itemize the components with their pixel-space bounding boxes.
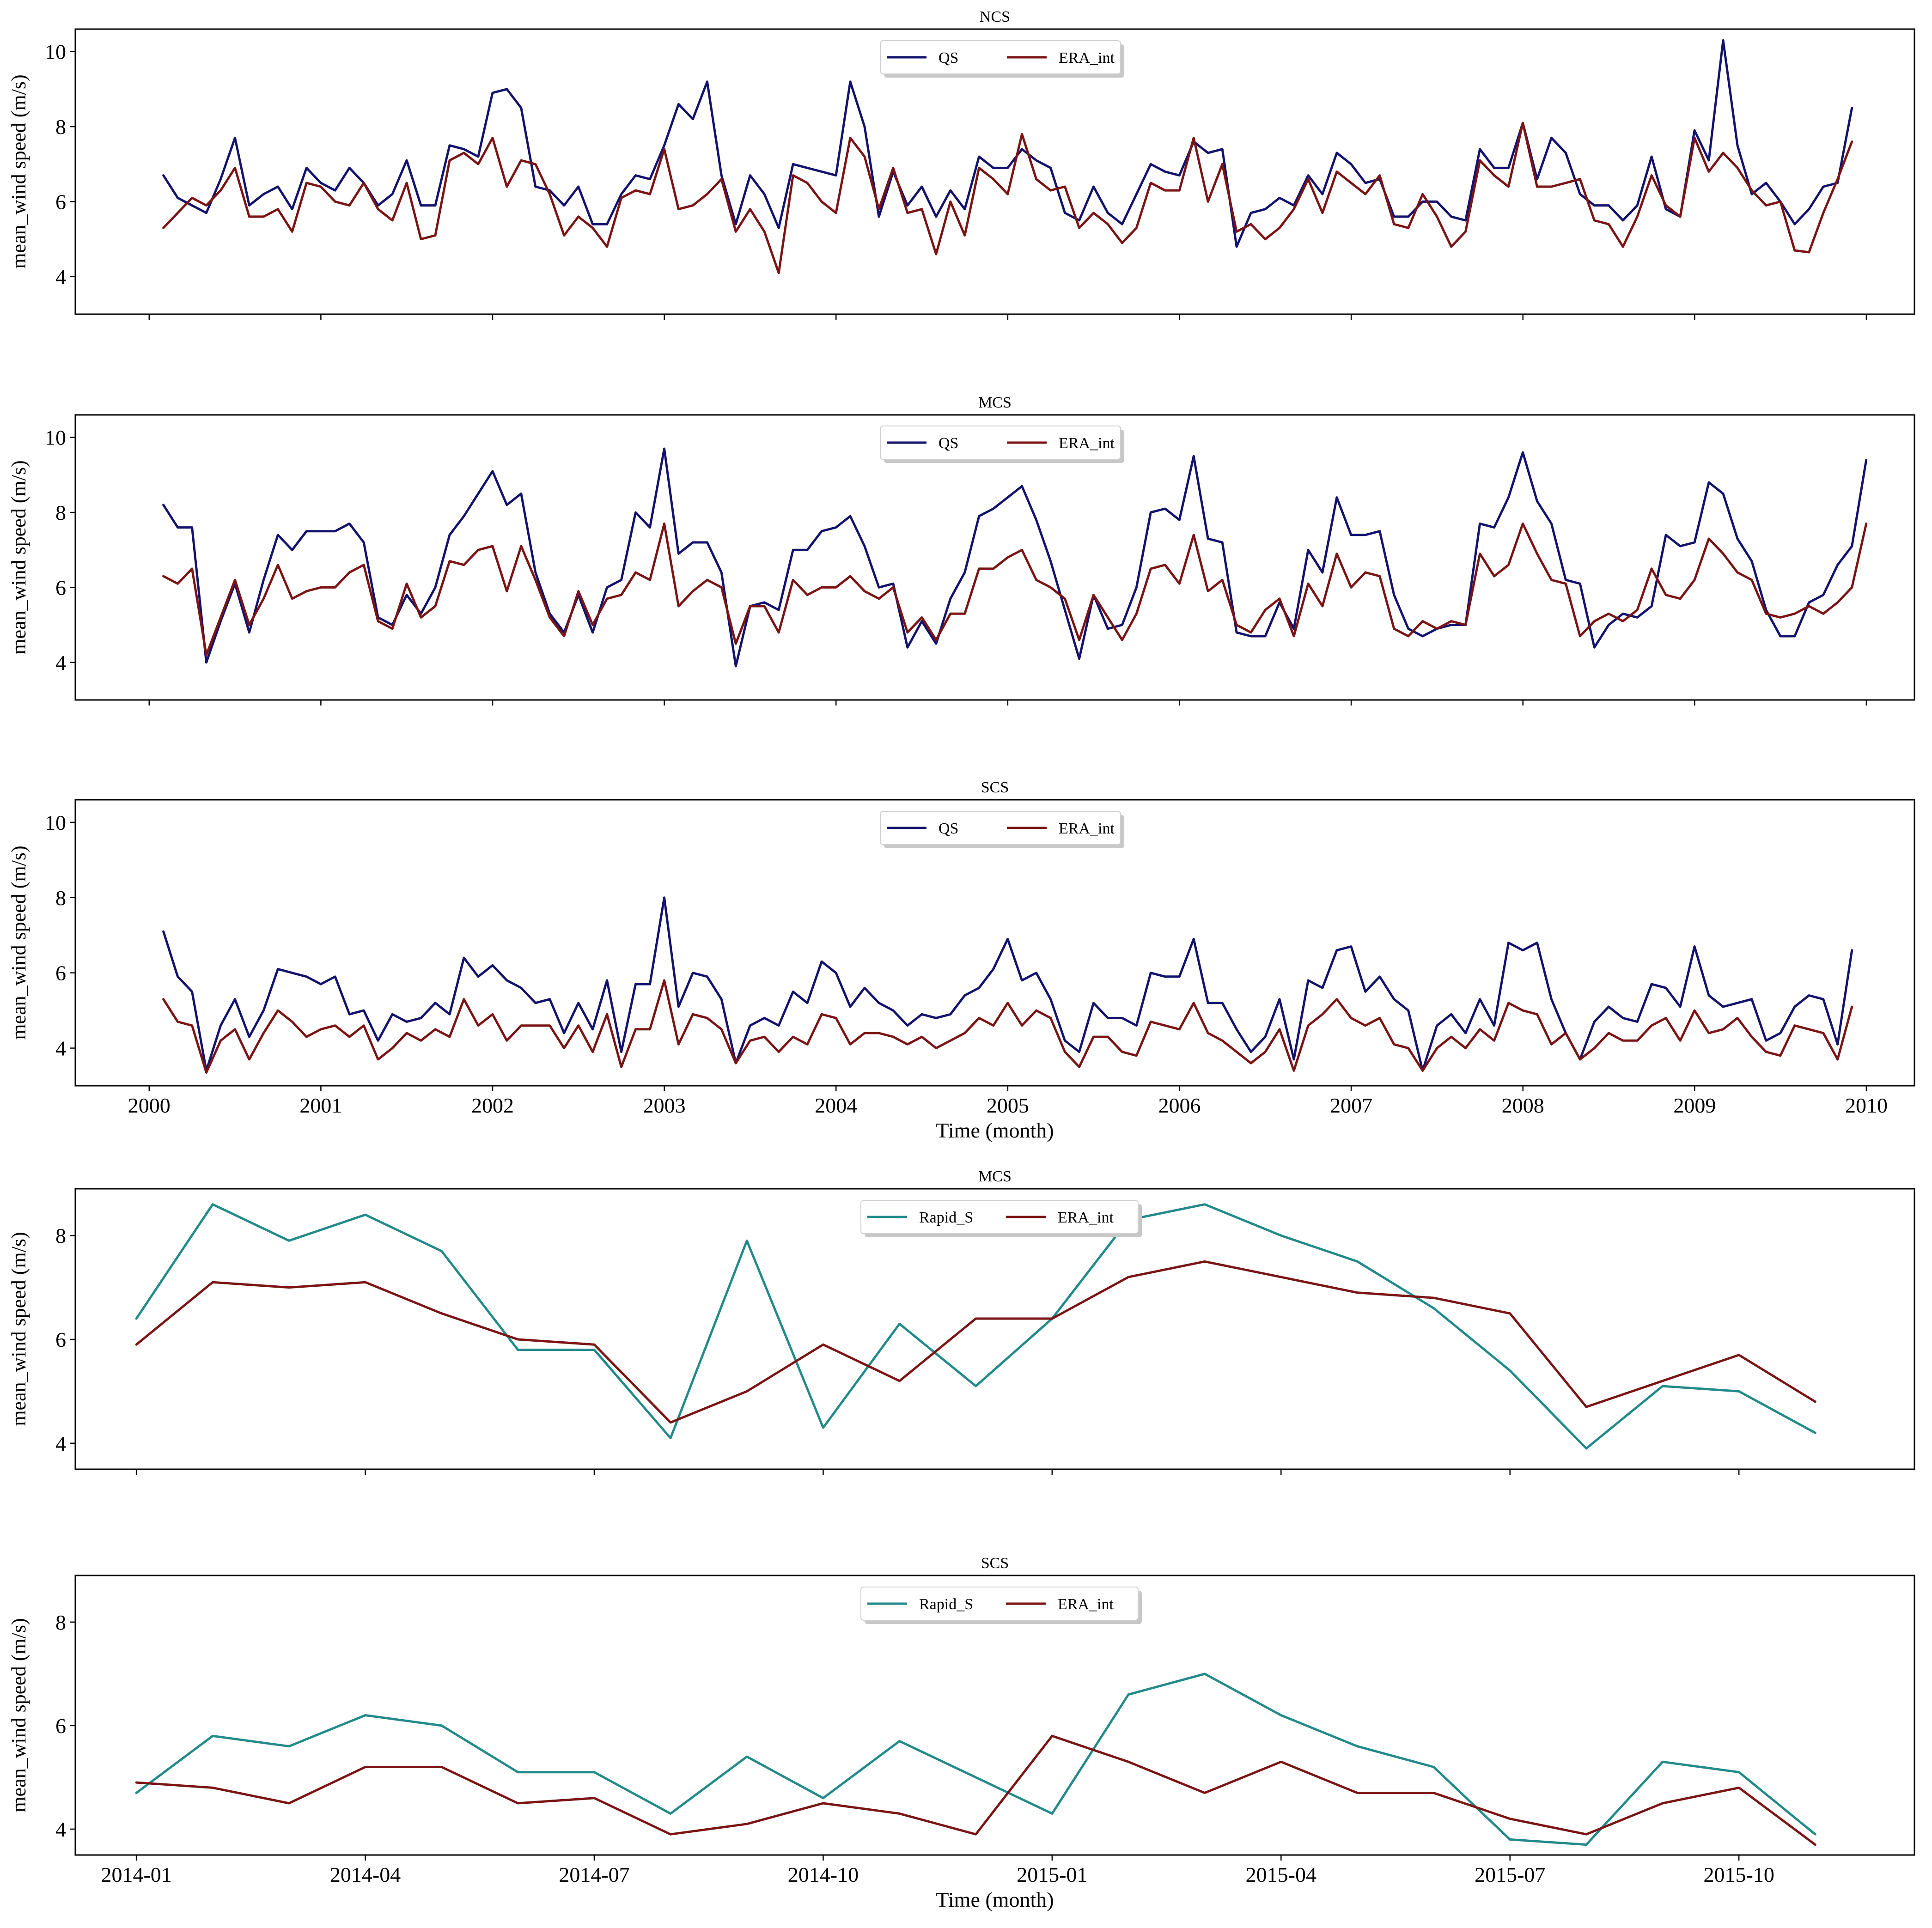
y-tick-label: 8 (55, 115, 66, 139)
y-tick-label: 8 (55, 1224, 66, 1247)
plot-frame (74, 414, 1915, 701)
legend: QS ERA_int (880, 426, 1124, 463)
legend-label-ERA_int: ERA_int (1059, 435, 1115, 452)
y-tick-label: 8 (55, 501, 66, 524)
y-axis-label: mean_wind speed (m/s) (7, 74, 30, 268)
plot-frame (74, 28, 1915, 315)
x-tick-label: 2000 (128, 1094, 171, 1117)
chart-title: NCS (980, 8, 1010, 25)
y-axis-label: mean_wind speed (m/s) (7, 460, 30, 654)
x-tick-label: 2015-07 (1475, 1863, 1545, 1886)
chart-mcs-qs: MCS 4 6 8 10 mean_wind speed (m/s) QS ERA_int (7, 394, 1915, 706)
legend-box (880, 40, 1121, 74)
legend-label-ERA_int: ERA_int (1058, 1209, 1114, 1226)
plot-frame (74, 1575, 1915, 1856)
y-axis-label: mean_wind speed (m/s) (7, 845, 30, 1040)
chart-mcs-rapid: MCS 4 6 8 mean_wind speed (m/s) Rapid_S ERA_in… (7, 1168, 1915, 1475)
y-tick-label: 4 (55, 1037, 66, 1060)
legend: Rapid_S ERA_int (860, 1200, 1142, 1237)
series-line-ERA_int (135, 1260, 1816, 1424)
x-tick-label: 2008 (1502, 1094, 1544, 1117)
chart-title: SCS (981, 779, 1009, 796)
legend: QS ERA_int (880, 811, 1124, 848)
x-axis-label: Time (month) (936, 1888, 1054, 1911)
chart-ncs-qs: NCS 4 6 8 10 mean_wind speed (m/s) QS ERA_int (7, 8, 1915, 320)
legend-label-Rapid_S: Rapid_S (919, 1596, 973, 1613)
series-line-Rapid_S (135, 1673, 1816, 1846)
legend-label-QS: QS (939, 435, 958, 452)
legend-box (880, 811, 1121, 845)
legend: QS ERA_int (880, 40, 1124, 78)
y-tick-label: 4 (55, 651, 66, 675)
x-tick-label: 2014-01 (101, 1863, 171, 1886)
y-tick-label: 6 (55, 190, 66, 213)
y-tick-label: 6 (55, 1328, 66, 1351)
series-line-ERA_int (162, 522, 1868, 657)
series-line-ERA_int (162, 122, 1853, 274)
plot-frame (74, 1188, 1915, 1470)
x-tick-label: 2004 (815, 1094, 857, 1117)
plot-frame (74, 799, 1915, 1087)
legend-label-ERA_int: ERA_int (1059, 820, 1115, 837)
legend-label-ERA_int: ERA_int (1059, 49, 1115, 67)
chart-title: MCS (978, 394, 1012, 411)
y-tick-label: 10 (45, 426, 66, 450)
y-tick-label: 8 (55, 1611, 66, 1634)
y-axis-label: mean_wind speed (m/s) (7, 1232, 30, 1426)
x-tick-label: 2015-10 (1704, 1863, 1774, 1886)
x-tick-label: 2014-04 (330, 1863, 401, 1886)
series-line-QS (162, 447, 1868, 668)
x-tick-label: 2006 (1158, 1094, 1201, 1117)
y-tick-label: 10 (45, 811, 66, 834)
y-tick-label: 4 (55, 1432, 66, 1455)
x-tick-label: 2001 (299, 1094, 342, 1117)
x-tick-label: 2005 (987, 1094, 1029, 1117)
y-tick-label: 6 (55, 961, 66, 985)
y-tick-label: 4 (55, 1818, 66, 1841)
series-line-ERA_int (135, 1734, 1816, 1846)
legend-label-Rapid_S: Rapid_S (919, 1209, 973, 1226)
y-axis-label: mean_wind speed (m/s) (7, 1618, 30, 1812)
y-tick-label: 6 (55, 576, 66, 599)
series-line-QS (162, 39, 1853, 248)
legend-label-QS: QS (939, 49, 958, 67)
x-tick-label: 2014-10 (788, 1863, 859, 1886)
x-tick-label: 2010 (1845, 1094, 1888, 1117)
chart-scs-qs: SCS 4 6 8 10 mean_wind speed (m/s) 2000 2001 200… (7, 779, 1915, 1142)
legend-box (880, 426, 1121, 460)
chart-title: SCS (981, 1555, 1009, 1572)
x-tick-label: 2015-04 (1246, 1863, 1316, 1886)
x-tick-label: 2002 (471, 1094, 514, 1117)
y-tick-label: 10 (45, 40, 66, 64)
legend-box (860, 1200, 1139, 1234)
x-tick-label: 2007 (1330, 1094, 1372, 1117)
x-tick-label: 2014-07 (559, 1863, 629, 1886)
legend-box (860, 1587, 1139, 1621)
x-tick-label: 2003 (643, 1094, 686, 1117)
series-line-Rapid_S (135, 1203, 1816, 1450)
x-axis-label: Time (month) (936, 1119, 1054, 1142)
chart-scs-rapid: SCS 4 6 8 mean_wind speed (m/s) 2014-01 2014-0… (7, 1555, 1915, 1911)
series-line-ERA_int (162, 979, 1853, 1074)
x-tick-label: 2009 (1673, 1094, 1716, 1117)
chart-title: MCS (978, 1168, 1012, 1185)
y-tick-label: 4 (55, 265, 66, 289)
x-tick-label: 2015-01 (1017, 1863, 1087, 1886)
legend: Rapid_S ERA_int (860, 1587, 1142, 1624)
legend-label-ERA_int: ERA_int (1058, 1596, 1114, 1613)
legend-label-QS: QS (939, 820, 958, 837)
y-tick-label: 6 (55, 1714, 66, 1738)
y-tick-label: 8 (55, 886, 66, 910)
